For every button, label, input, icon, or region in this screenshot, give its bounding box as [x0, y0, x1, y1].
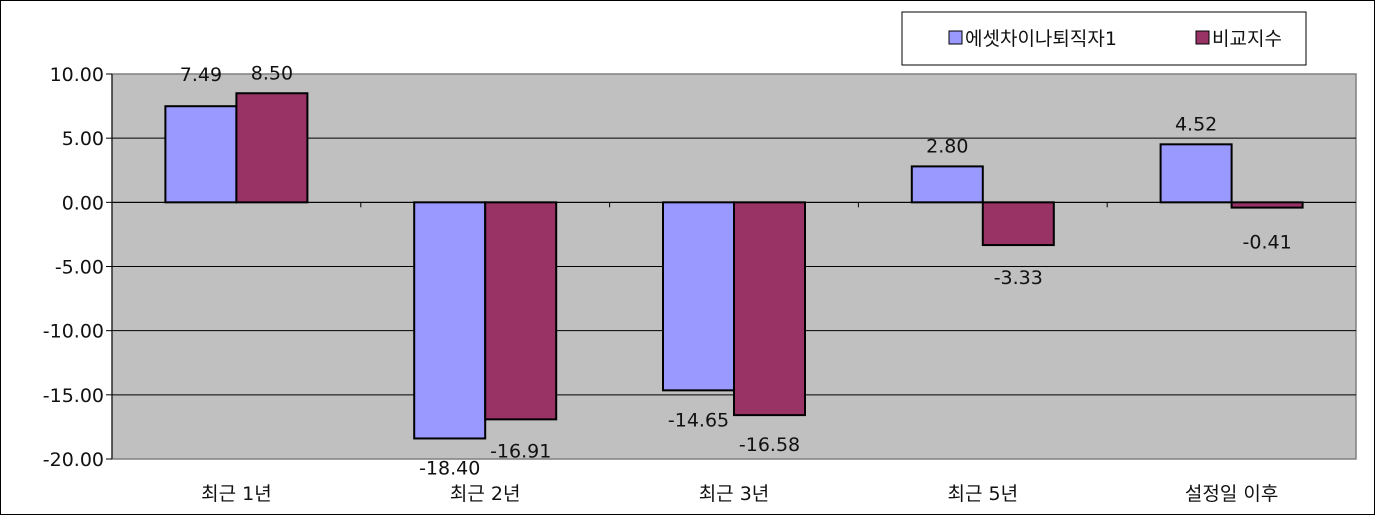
data-label-series-2-4: -3.33: [994, 267, 1043, 289]
data-label-series-1-5: 4.52: [1175, 113, 1217, 135]
bar-series-2-4: [981, 201, 1055, 247]
legend-label-series-2: 비교지수: [1212, 28, 1282, 50]
axes: 10.00 5.00 0.00 -5.00 -10.00 -15.00 -20.00: [43, 64, 1356, 471]
legend-swatch-series-2: [1195, 30, 1210, 45]
bar-series-1-1: [164, 105, 238, 204]
data-label-series-2-1: 8.50: [251, 62, 293, 84]
bar-series-2-1: [235, 92, 309, 204]
bar-series-2-2: [484, 201, 558, 421]
category-label: 최근 3년: [699, 483, 770, 505]
y-tick-label: 10.00: [50, 64, 104, 86]
y-tick-label: 0.00: [62, 192, 104, 214]
bars: [164, 92, 1304, 440]
category-label: 최근 5년: [948, 483, 1019, 505]
data-label-series-1-4: 2.80: [926, 135, 968, 157]
legend-label-series-1: 에셋차이나퇴직자1: [965, 28, 1117, 50]
y-tick-label: 5.00: [62, 128, 104, 150]
legend-box: [901, 11, 1307, 66]
y-tick-label: -20.00: [43, 449, 104, 471]
data-label-series-1-2: -18.40: [419, 457, 480, 479]
y-tick-label: -10.00: [43, 321, 104, 343]
bar-series-2-5: [1230, 201, 1304, 209]
bar-series-2-3: [733, 201, 806, 417]
bar-series-1-2: [413, 201, 487, 440]
legend-swatch-series-1: [948, 30, 963, 45]
data-label-series-2-2: -16.91: [490, 440, 551, 462]
bar-series-1-5: [1159, 143, 1233, 204]
data-label-series-1-3: -14.65: [668, 409, 729, 431]
bar-series-1-3: [662, 201, 735, 392]
y-tick-label: -5.00: [55, 257, 104, 279]
labels: 7.49 -18.40 -14.65 2.80 4.52 8.50 -16.91 -16.58…: [180, 62, 1292, 505]
y-tick-label: -15.00: [43, 385, 104, 407]
data-label-series-2-5: -0.41: [1243, 232, 1292, 254]
category-label: 설정일 이후: [1185, 483, 1278, 505]
bar-series-1-4: [910, 165, 984, 204]
data-label-series-2-3: -16.58: [739, 434, 800, 456]
legend: 에셋차이나퇴직자1 비교지수: [901, 11, 1307, 66]
data-label-series-1-1: 7.49: [180, 64, 222, 86]
category-label: 최근 2년: [450, 483, 521, 505]
category-label: 최근 1년: [201, 483, 272, 505]
